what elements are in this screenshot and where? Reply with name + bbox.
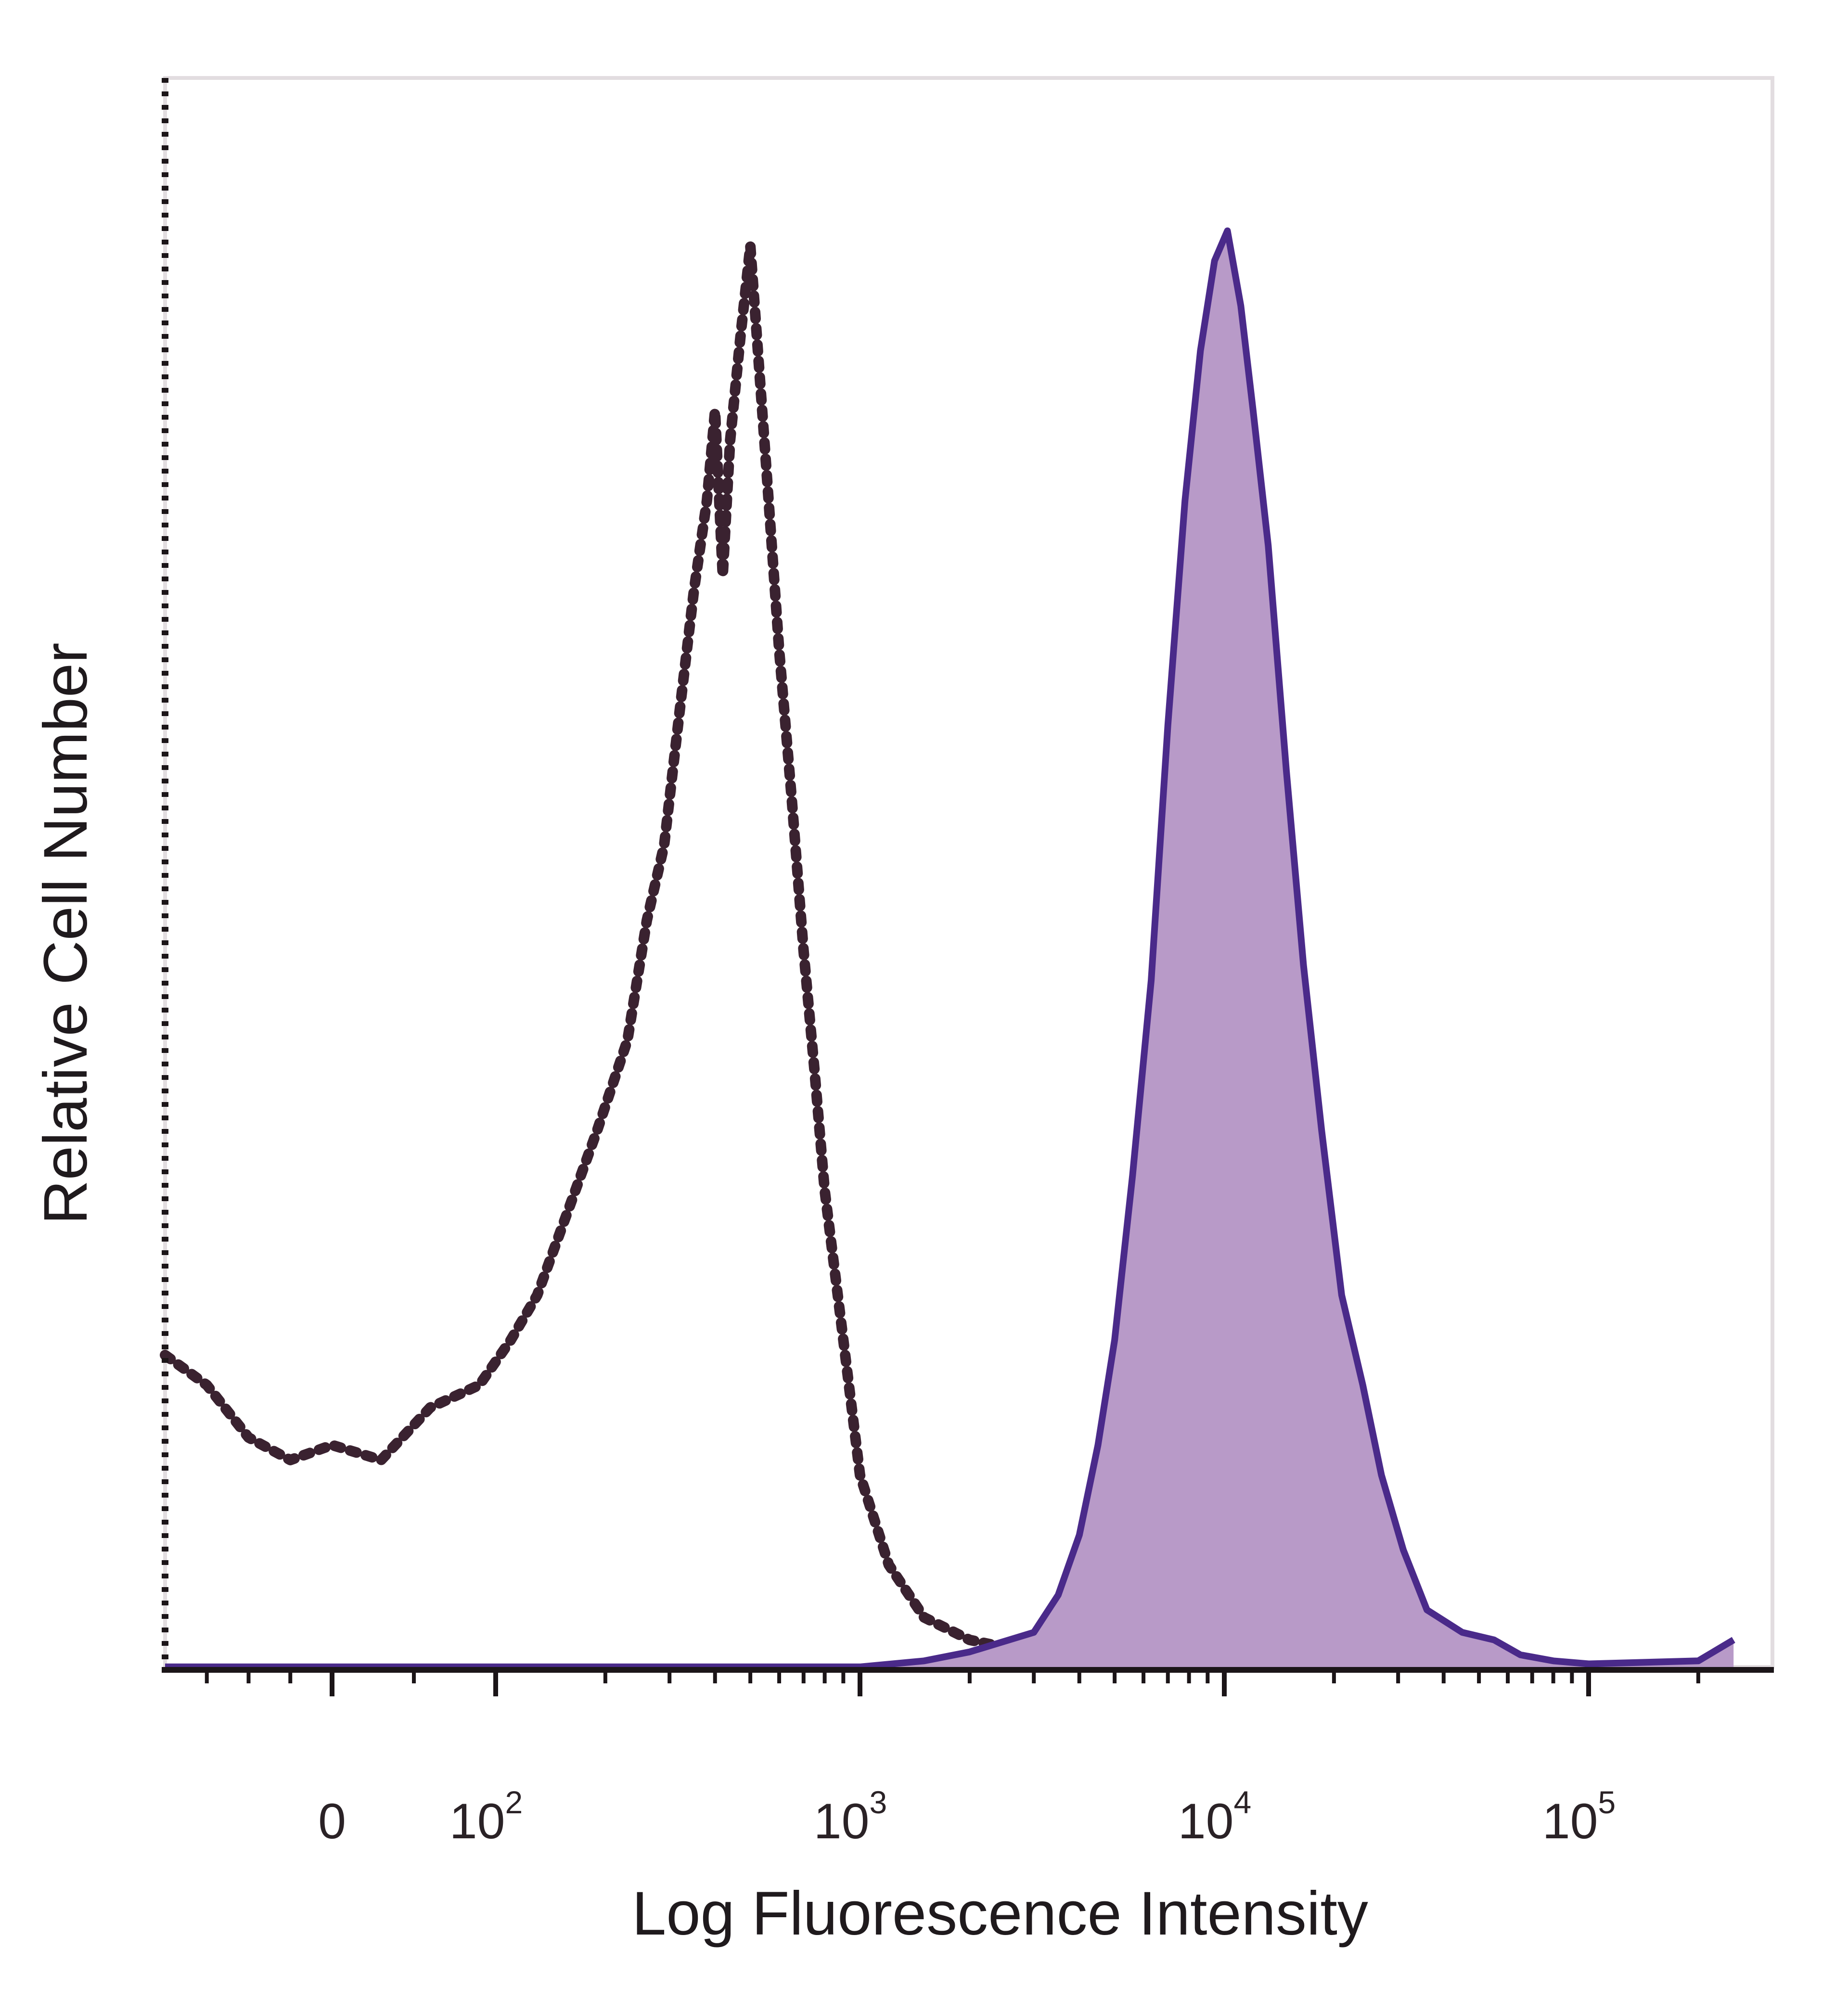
series-solid-curve <box>165 227 1735 1670</box>
series-filled-area <box>165 231 1734 1670</box>
x-tick-label: 104 <box>1178 1784 1251 1849</box>
x-tick-label: 105 <box>1542 1784 1616 1849</box>
axes: 0 102 103 104 105 <box>162 78 1774 1849</box>
x-tick-exponent: 3 <box>869 1784 887 1820</box>
x-axis-ticks <box>205 1670 1700 1696</box>
plot-frame <box>163 76 1774 1669</box>
x-tick-exponent: 2 <box>505 1784 523 1820</box>
series-dotted-curve <box>160 240 1739 1672</box>
x-tick-exponent: 5 <box>1598 1784 1616 1820</box>
x-tick-label: 103 <box>814 1784 887 1849</box>
y-axis-title: Relative Cell Number <box>31 642 100 1224</box>
x-tick-label: 102 <box>449 1784 523 1849</box>
x-tick-exponent: 4 <box>1233 1784 1251 1820</box>
x-axis-title: Log Fluorescence Intensity <box>632 1879 1368 1948</box>
plot-area <box>160 76 1774 1672</box>
x-axis-tick-labels: 0 102 103 104 105 <box>318 1784 1616 1849</box>
x-tick-label: 0 <box>318 1794 346 1849</box>
